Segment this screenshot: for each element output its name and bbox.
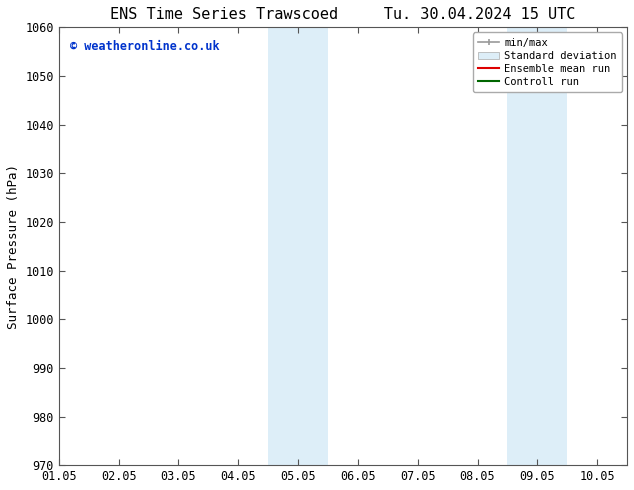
Bar — [268, 27, 328, 465]
Bar — [507, 27, 567, 465]
Text: © weatheronline.co.uk: © weatheronline.co.uk — [70, 40, 220, 53]
Legend: min/max, Standard deviation, Ensemble mean run, Controll run: min/max, Standard deviation, Ensemble me… — [473, 32, 622, 92]
Y-axis label: Surface Pressure (hPa): Surface Pressure (hPa) — [7, 164, 20, 329]
Title: ENS Time Series Trawscoed     Tu. 30.04.2024 15 UTC: ENS Time Series Trawscoed Tu. 30.04.2024… — [110, 7, 576, 22]
